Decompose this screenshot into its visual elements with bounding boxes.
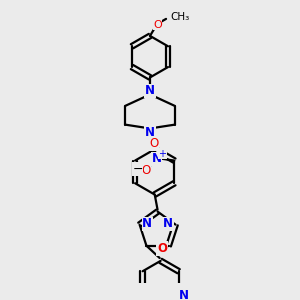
Text: N: N <box>145 84 155 97</box>
Text: O: O <box>153 20 162 30</box>
Text: −: − <box>132 163 143 176</box>
Text: O: O <box>149 137 158 150</box>
Text: N: N <box>152 152 161 165</box>
Text: N: N <box>145 126 155 139</box>
Text: N: N <box>179 289 189 300</box>
Text: O: O <box>157 242 167 255</box>
Text: +: + <box>158 149 166 159</box>
Text: O: O <box>141 164 151 176</box>
Text: N: N <box>142 217 152 230</box>
Text: CH₃: CH₃ <box>171 12 190 22</box>
Text: N: N <box>163 217 173 230</box>
